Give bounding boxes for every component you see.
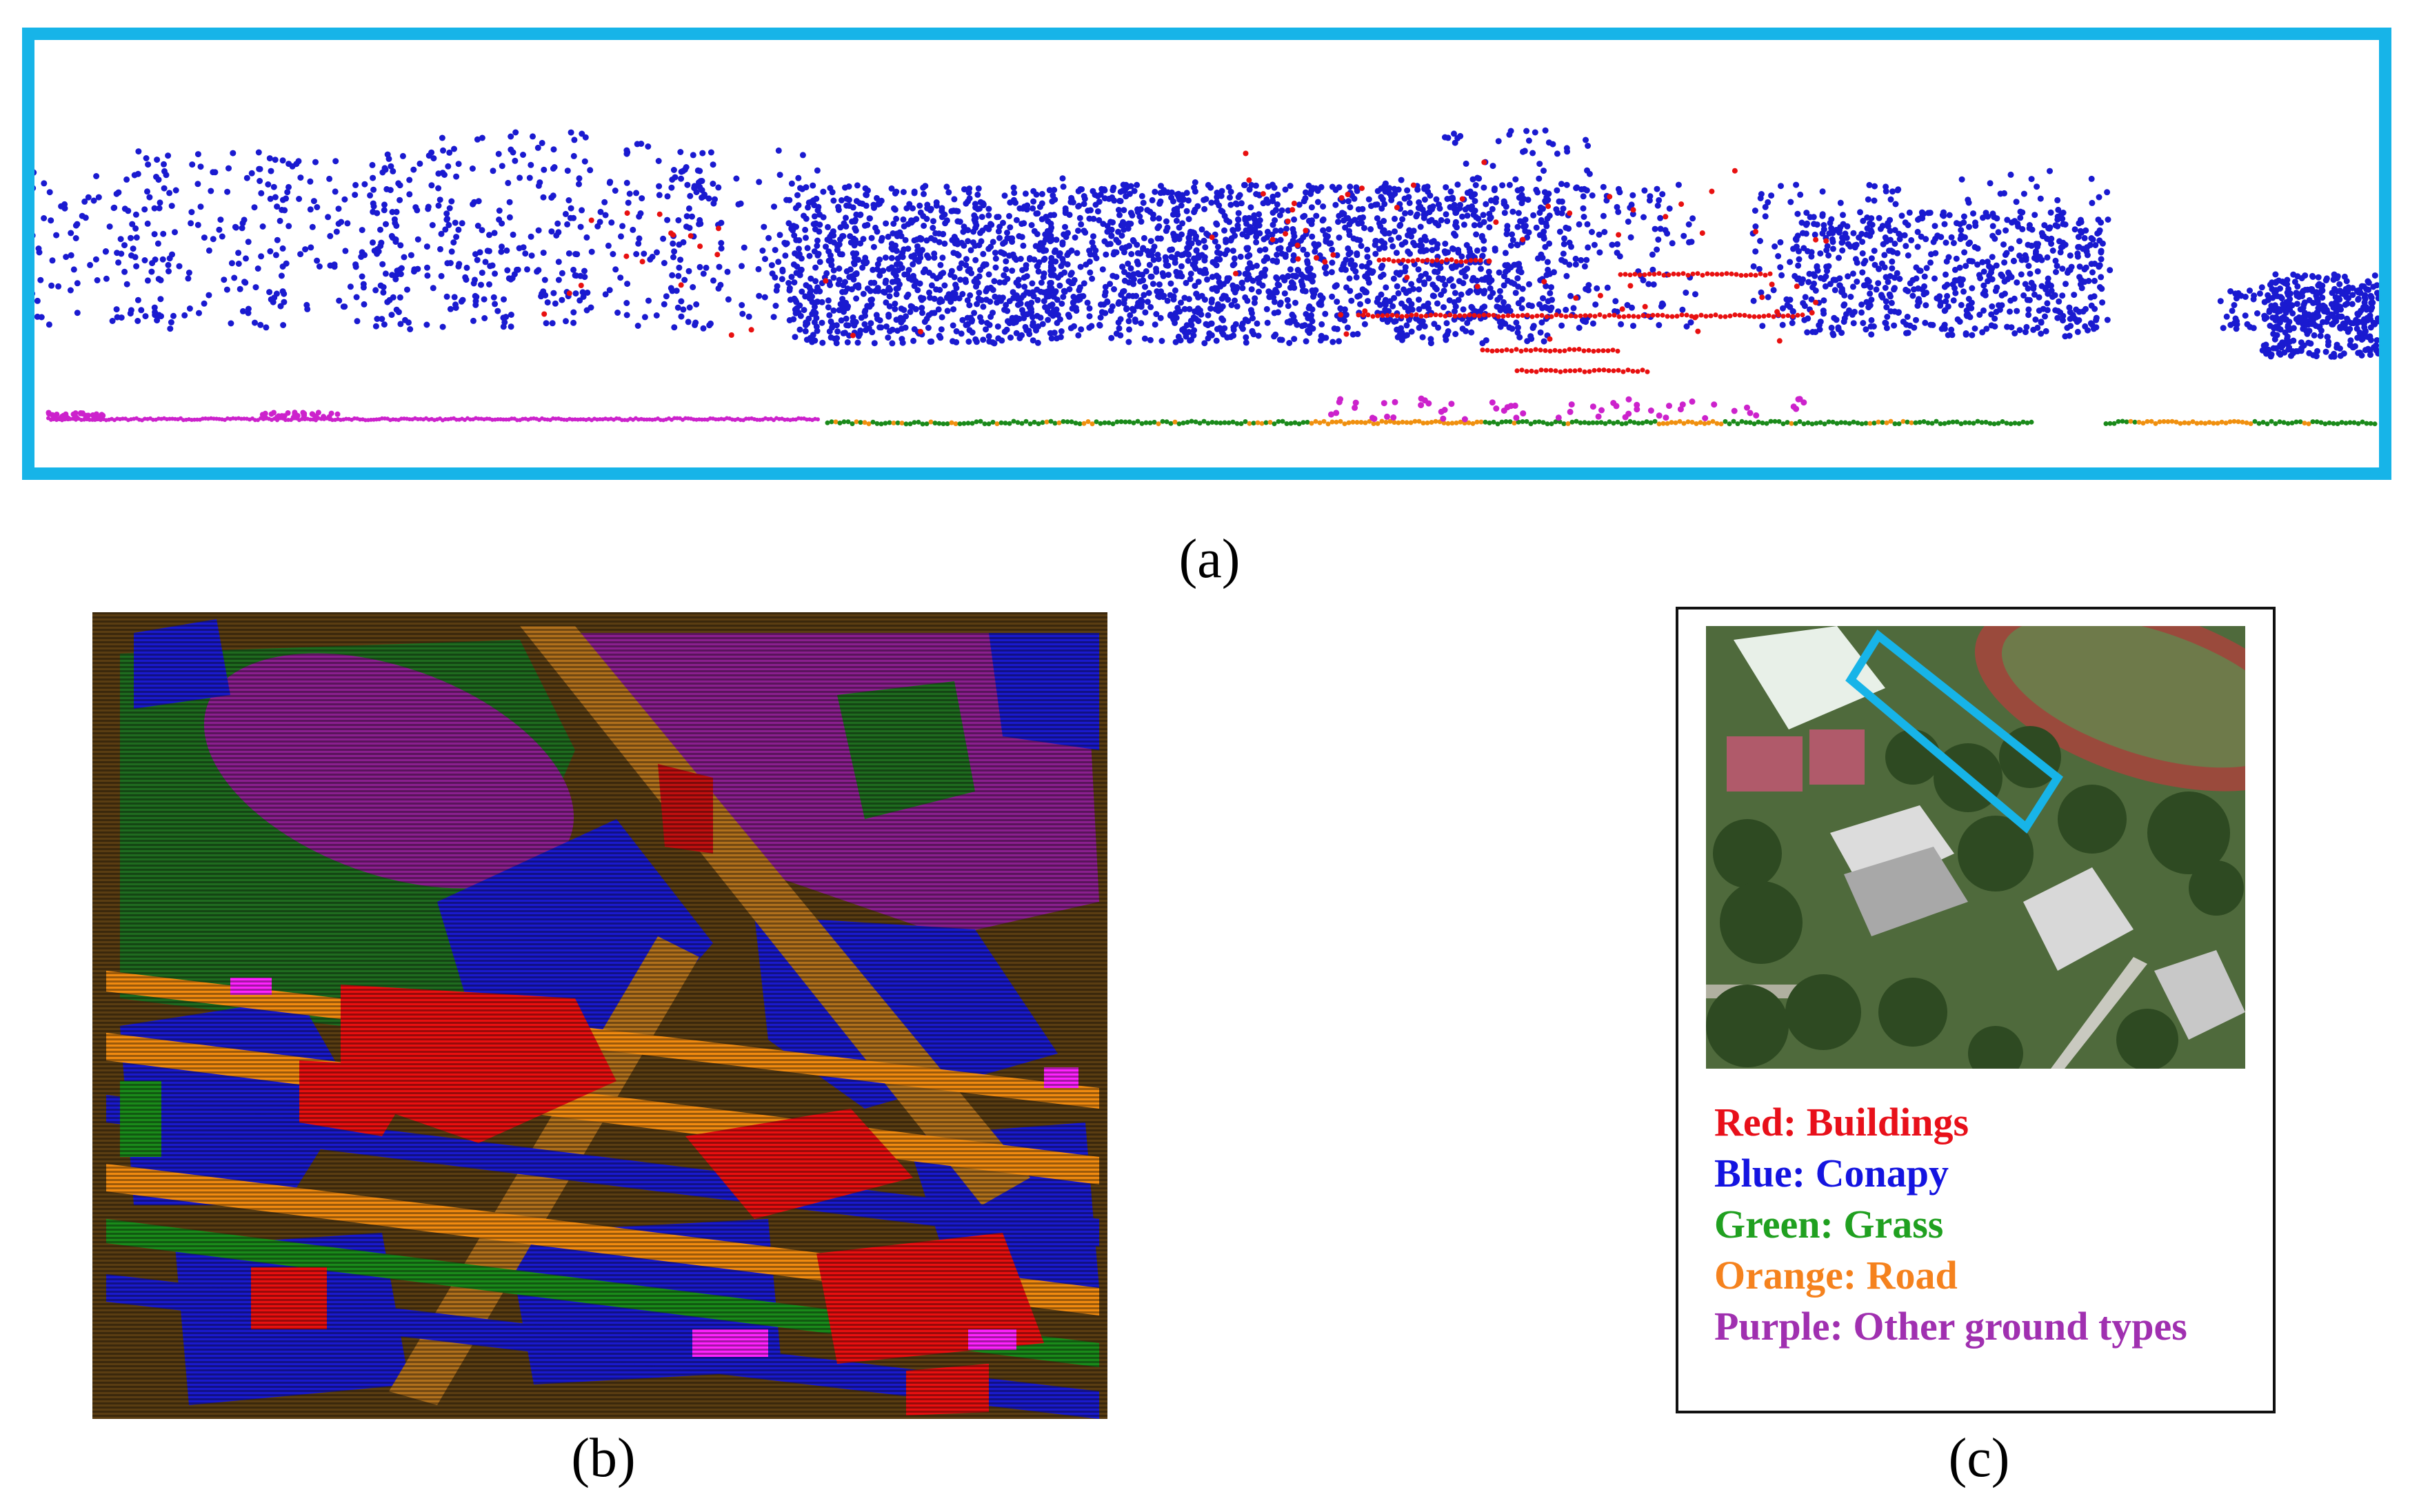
classified-point-cloud-map: [92, 612, 1107, 1419]
scan-line-texture: [92, 612, 1107, 1419]
building-roof: [2154, 950, 2245, 1040]
legend-canopy: Blue: Conapy: [1714, 1151, 1949, 1196]
building-roof: [2023, 867, 2134, 971]
footpath: [2051, 957, 2147, 1069]
aerial-photo: [1706, 626, 2245, 1069]
court: [1727, 736, 1803, 792]
legend-buildings: Red: Buildings: [1714, 1100, 1969, 1145]
sports-field: [2001, 626, 2245, 768]
point-cloud-profile: [34, 127, 2379, 427]
court: [1809, 729, 1865, 785]
legend-road: Orange: Road: [1714, 1253, 1958, 1298]
legend-grass: Green: Grass: [1714, 1202, 1944, 1247]
caption-c: (c): [1948, 1428, 2010, 1489]
legend-other-ground: Purple: Other ground types: [1714, 1304, 2187, 1349]
caption-a: (a): [1178, 529, 1241, 589]
building-roof: [1844, 847, 1968, 936]
classified-point-cloud-panel: [92, 612, 1107, 1419]
caption-b: (b): [571, 1428, 636, 1489]
profile-location-box: [1845, 629, 2063, 834]
tennis-courts: [1734, 626, 1885, 729]
aerial-photo-drawing: [1706, 626, 2245, 1069]
aerial-legend-panel: Red: Buildings Blue: Conapy Green: Grass…: [1676, 607, 2276, 1413]
point-cloud-profile-panel: [22, 28, 2391, 480]
